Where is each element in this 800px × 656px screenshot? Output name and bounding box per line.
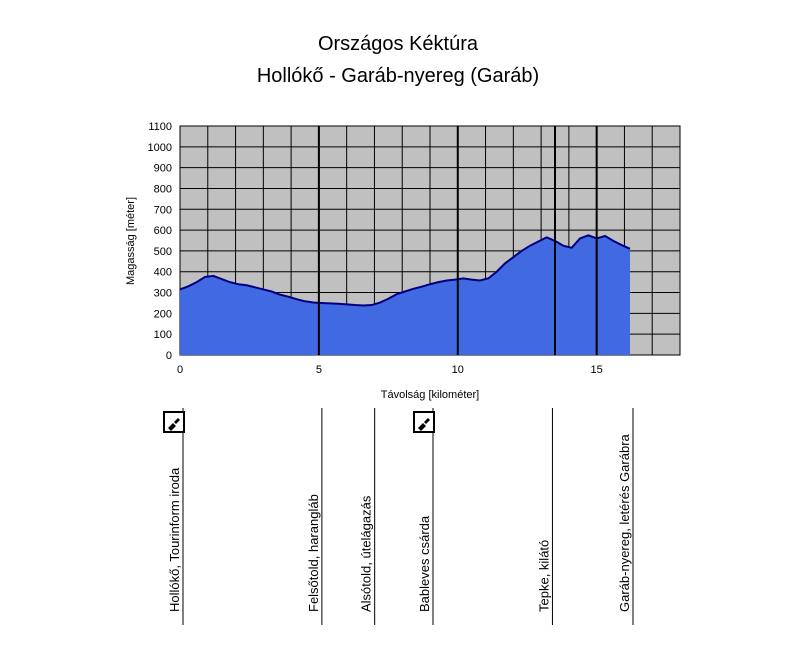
y-tick-label: 700: [154, 204, 172, 216]
chart-subtitle: Hollókő - Garáb-nyereg (Garáb): [257, 65, 539, 87]
x-tick-label: 0: [177, 364, 183, 376]
elevation-area: [180, 235, 630, 355]
waypoint-label: Alsótold, útelágazás: [359, 495, 374, 612]
x-axis: 0 5 10 15: [177, 364, 603, 376]
y-tick-label: 1000: [148, 142, 172, 154]
y-tick-label: 600: [154, 225, 172, 237]
y-tick-label: 400: [154, 267, 172, 279]
y-axis: 0 100 200 300 400 500 600 700 800 900 1000 1100: [148, 121, 172, 362]
x-axis-label: Távolság [kilométer]: [381, 389, 479, 401]
waypoint-label: Felsőtold, harangláb: [306, 494, 321, 612]
x-tick-label: 15: [591, 364, 603, 376]
y-tick-label: 900: [154, 163, 172, 175]
waypoint-label: Bableves csárda: [417, 515, 432, 612]
y-tick-label: 300: [154, 288, 172, 300]
waypoint-label: Garáb-nyereg, letérés Garábra: [617, 433, 632, 612]
y-tick-label: 1100: [148, 121, 172, 133]
waypoint-label: Hollókő, Tourinform iroda: [167, 467, 182, 612]
segment-markers: [317, 126, 598, 355]
stamp-icon-glyph: [168, 418, 180, 431]
y-tick-label: 0: [166, 350, 172, 362]
waypoint-labels: Hollókő, Tourinform iroda Felsőtold, hara…: [163, 408, 634, 625]
y-tick-label: 500: [154, 246, 172, 258]
x-tick-label: 5: [316, 364, 322, 376]
stamp-icon: [413, 411, 435, 433]
y-axis-label: Magasság [méter]: [125, 197, 137, 285]
chart-title: Országos Kéktúra: [318, 33, 479, 55]
x-tick-label: 10: [452, 364, 464, 376]
y-tick-label: 800: [154, 183, 172, 195]
y-tick-label: 100: [154, 329, 172, 341]
y-tick-label: 200: [154, 308, 172, 320]
waypoint-label: Tepke, kilátó: [536, 540, 551, 612]
stamp-icon-glyph: [418, 418, 430, 431]
stamp-icon: [163, 411, 185, 433]
